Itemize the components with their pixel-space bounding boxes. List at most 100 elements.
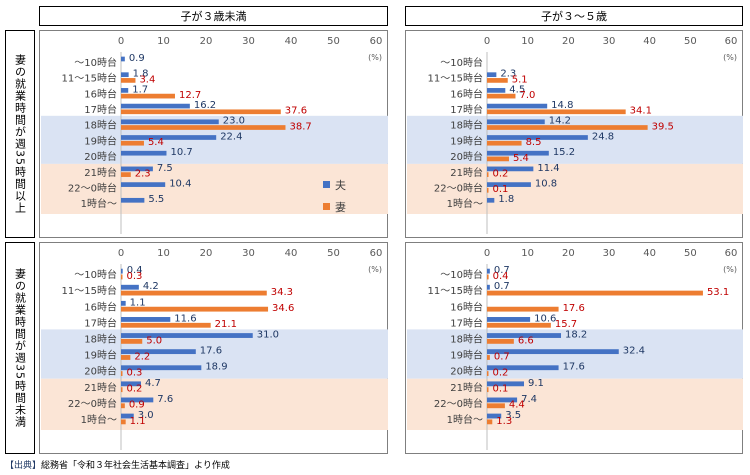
band-late: [41, 378, 388, 430]
value-label-husband: 1.8: [133, 69, 149, 80]
source-tag: 【出典】: [5, 461, 42, 471]
value-label-husband: 7.6: [157, 394, 173, 405]
row-header-under35-text: 妻の就業時間が週35時間未満: [13, 268, 27, 428]
bar-wife: [487, 387, 489, 393]
value-label-husband: 1.7: [132, 84, 148, 95]
value-label-wife: 0.3: [127, 367, 143, 378]
bar-husband: [487, 333, 562, 338]
bar-wife: [487, 274, 489, 280]
category-label: 1時台～: [447, 413, 483, 426]
value-label-wife: 3.4: [139, 74, 155, 85]
bar-husband: [121, 56, 125, 62]
category-label: 16時台: [84, 87, 117, 100]
column-header-3to5: 子が３～５歳: [405, 6, 743, 26]
category-label: 20時台: [450, 365, 483, 378]
category-label: ～10時台: [74, 268, 117, 281]
x-tick-label: 30: [603, 248, 616, 259]
value-label-husband: 4.2: [143, 281, 159, 292]
value-label-husband: 7.4: [521, 394, 537, 405]
bar-wife: [487, 290, 703, 296]
value-label-wife: 0.2: [127, 384, 143, 395]
x-tick-label: 50: [327, 36, 340, 47]
bar-husband: [487, 135, 588, 140]
unit-label: (%): [368, 265, 382, 274]
category-label: 18時台: [450, 332, 483, 345]
bar-wife: [487, 403, 505, 409]
band-evening: [407, 115, 743, 164]
value-label-wife: 12.7: [179, 90, 201, 101]
x-tick-label: 30: [242, 248, 255, 259]
value-label-husband: 14.2: [549, 116, 571, 127]
bar-husband: [121, 397, 154, 403]
band-late: [407, 163, 743, 214]
unit-label: (%): [723, 53, 737, 62]
value-label-husband: 9.1: [528, 378, 544, 389]
bar-wife: [121, 306, 269, 312]
x-tick-label: 40: [643, 248, 656, 259]
value-label-wife: 34.1: [630, 106, 652, 117]
x-tick-label: 20: [200, 36, 213, 47]
bar-wife: [487, 322, 551, 328]
value-label-wife: 37.6: [285, 106, 307, 117]
category-label: 18時台: [84, 332, 117, 345]
value-label-husband: 4.5: [509, 84, 525, 95]
category-label: 17時台: [450, 103, 483, 116]
value-label-husband: 0.7: [494, 265, 510, 276]
bar-husband: [121, 365, 202, 371]
x-tick-label: 20: [562, 248, 575, 259]
category-label: 19時台: [450, 349, 483, 362]
bar-wife: [121, 338, 143, 344]
x-tick-label: 60: [370, 36, 383, 47]
value-label-wife: 8.5: [526, 137, 542, 148]
bar-husband: [121, 182, 166, 187]
x-tick-label: 10: [521, 248, 534, 259]
value-label-husband: 10.4: [169, 178, 191, 189]
category-label: 21時台: [450, 166, 483, 179]
bar-husband: [487, 349, 619, 355]
bar-husband: [121, 381, 141, 387]
bar-wife: [487, 306, 559, 312]
bar-husband: [121, 119, 219, 125]
bar-husband: [487, 413, 502, 419]
value-label-wife: 5.0: [146, 335, 162, 346]
x-tick-label: 40: [285, 36, 298, 47]
category-label: 16時台: [450, 87, 483, 100]
value-label-wife: 7.0: [519, 90, 535, 101]
bar-husband: [121, 88, 129, 93]
category-label: 18時台: [450, 119, 483, 132]
value-label-wife: 5.1: [512, 74, 528, 85]
bar-husband: [487, 119, 545, 125]
bar-wife: [121, 371, 123, 376]
bar-wife: [487, 187, 489, 193]
value-label-husband: 17.6: [563, 362, 585, 373]
value-label-husband: 0.7: [494, 281, 510, 292]
value-label-husband: 11.6: [174, 313, 196, 324]
value-label-husband: 10.8: [535, 178, 557, 189]
bar-husband: [121, 166, 153, 172]
x-tick-label: 50: [684, 248, 697, 259]
bar-husband: [487, 381, 525, 387]
bar-husband: [121, 72, 129, 78]
bar-wife: [121, 140, 144, 146]
category-label: 1時台～: [81, 197, 117, 210]
x-tick-label: 50: [327, 248, 340, 259]
band-late: [407, 378, 743, 430]
value-label-husband: 18.9: [205, 362, 227, 373]
bar-wife: [487, 93, 516, 99]
bar-wife: [121, 93, 175, 99]
value-label-husband: 14.8: [551, 100, 573, 111]
x-tick-label: 40: [643, 36, 656, 47]
value-label-wife: 0.7: [494, 351, 510, 362]
x-tick-label: 40: [285, 248, 298, 259]
value-label-wife: 0.1: [493, 184, 509, 195]
chart-panel-under3-under35: 0 10 20 30 40 50 60 (%) ～10時台 11～15時台 16時台 17時台 18時台…: [39, 242, 388, 454]
category-label: 1時台～: [81, 413, 117, 426]
value-label-husband: 7.5: [157, 163, 173, 174]
bar-wife: [487, 419, 493, 425]
unit-label: (%): [723, 265, 737, 274]
category-label: 20時台: [84, 150, 117, 163]
value-label-husband: 3.5: [505, 410, 521, 421]
value-label-wife: 53.1: [707, 287, 729, 298]
bar-wife: [487, 338, 514, 344]
chart-panel-3to5-under35: 0 10 20 30 40 50 60 (%) ～10時台 11～15時台 16時台 17時台 18時台…: [405, 242, 743, 454]
